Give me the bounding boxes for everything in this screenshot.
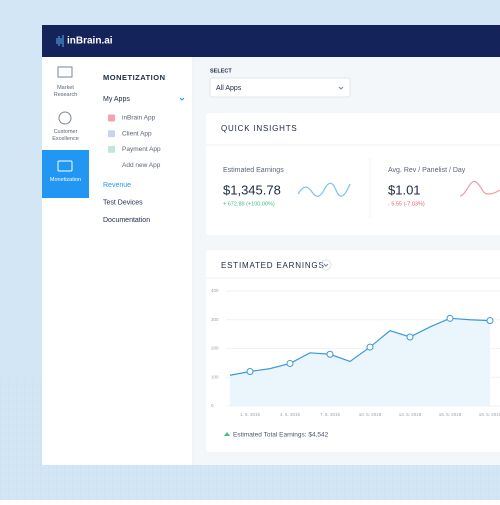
insights-title: QUICK INSIGHTS	[221, 124, 298, 133]
metric-value: $1.01	[388, 182, 421, 197]
nav-item[interactable]: Market Research	[54, 85, 78, 98]
chart-dropdown[interactable]	[320, 259, 332, 271]
nav-line: Customer	[54, 129, 78, 135]
my-apps[interactable]: My Apps	[103, 96, 130, 103]
nav-icon	[58, 111, 72, 125]
nav-line: Excellence	[52, 136, 79, 142]
point	[366, 343, 374, 351]
metric-value: $1,345.78	[223, 182, 281, 197]
y-tick-label: 100	[211, 374, 219, 379]
select-value: All Apps	[216, 85, 242, 92]
metric-change: - 5.55 (-7.03%)	[388, 201, 425, 207]
app-icon	[108, 145, 115, 153]
chevron	[338, 86, 344, 90]
point	[446, 314, 454, 322]
x-tick-label: 7. 5. 2019	[320, 412, 341, 417]
y-tick-label: 0	[211, 403, 214, 408]
nav-icon	[57, 66, 73, 78]
sparkline	[459, 180, 500, 197]
app-icon	[108, 114, 115, 122]
app-item[interactable]: Client App	[122, 130, 152, 137]
nav-icon	[57, 160, 73, 172]
logo: inBrain.ai	[67, 36, 113, 47]
logo-icon	[56, 35, 64, 47]
x-tick-label: 4. 5. 2019	[280, 412, 301, 417]
app-item[interactable]: Add new App	[122, 162, 161, 169]
point	[246, 368, 254, 375]
x-tick-label: 13. 5. 2019	[399, 412, 422, 417]
sub-sidebar	[89, 57, 193, 465]
nav-item[interactable]: Customer Excellence	[52, 129, 79, 142]
point	[286, 359, 294, 367]
nav-item[interactable]: Monetization	[50, 177, 81, 183]
nav-line: Market	[57, 85, 74, 91]
select-label: SELECT	[210, 68, 232, 74]
metric-change: + 672.89 (+100.00%)	[223, 201, 275, 207]
y-tick-label: 200	[211, 346, 219, 351]
chart-title: ESTIMATED EARNINGS	[221, 261, 325, 270]
chevron	[179, 97, 185, 101]
x-tick-label: 19. 5. 2019	[479, 412, 500, 417]
line	[229, 317, 491, 376]
metric-label: Estimated Earnings	[223, 167, 284, 174]
point	[326, 350, 334, 358]
legend: Estimated Total Earnings: $4,542	[233, 432, 329, 439]
chevron	[323, 263, 329, 267]
area	[230, 318, 490, 406]
x-tick-label: 16. 5. 2019	[439, 412, 462, 417]
submenu-link[interactable]: Documentation	[103, 217, 150, 224]
submenu-title: MONETIZATION	[103, 73, 166, 82]
icon-sidebar	[42, 57, 89, 465]
insights-card	[206, 113, 500, 235]
legend-marker	[224, 432, 230, 436]
header	[42, 25, 500, 57]
nav-line: Monetization	[50, 177, 81, 183]
y-tick-label: 300	[211, 317, 219, 322]
app-icon	[108, 130, 115, 138]
nav-active	[42, 150, 89, 198]
metric-label: Avg. Rev / Panelist / Day	[388, 167, 466, 174]
point	[406, 333, 414, 341]
nav-line: Research	[54, 92, 78, 98]
x-tick-label: 10. 5. 2019	[359, 412, 382, 417]
app-item[interactable]: inBrain App	[122, 115, 156, 122]
x-tick-label: 1. 5. 2019	[240, 412, 261, 417]
select[interactable]	[209, 77, 351, 98]
app-item[interactable]: Payment App	[122, 146, 161, 153]
y-tick-label: 400	[211, 288, 219, 293]
sparkline	[297, 182, 351, 197]
point	[486, 317, 494, 325]
submenu-link[interactable]: Revenue	[103, 182, 131, 189]
submenu-link[interactable]: Test Devices	[103, 199, 143, 206]
